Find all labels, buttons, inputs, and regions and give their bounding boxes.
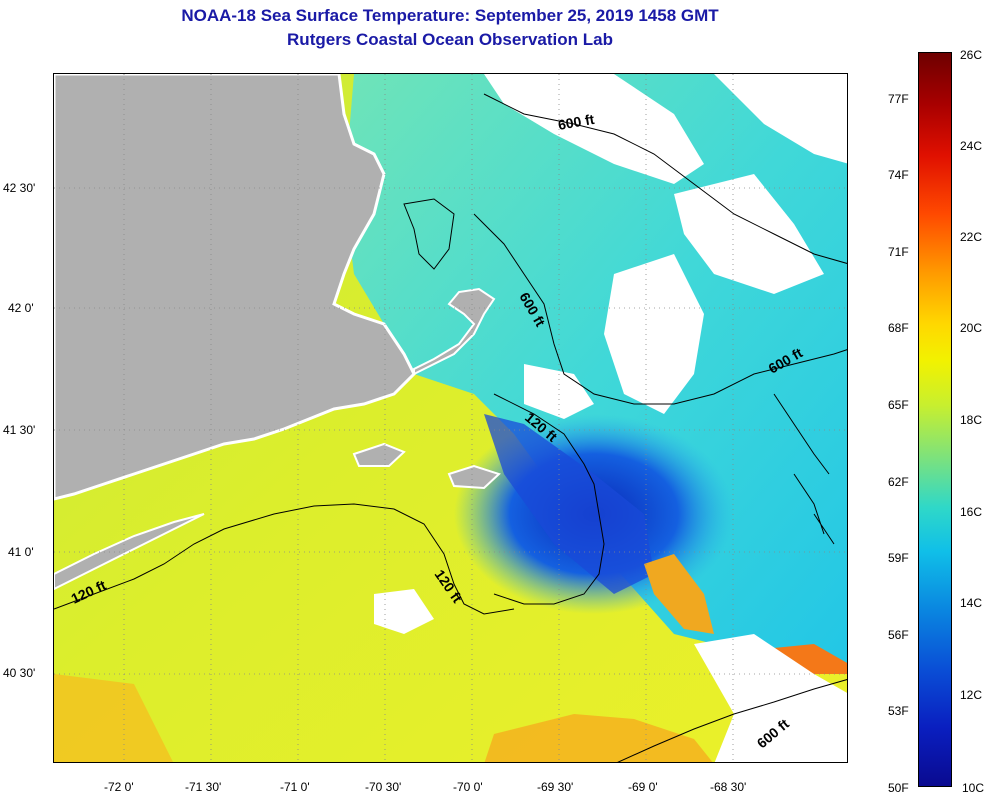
- colorbar-celsius-label: 16C: [960, 505, 983, 519]
- map-subtitle: Rutgers Coastal Ocean Observation Lab: [287, 30, 613, 49]
- x-tick-label: -71 0': [280, 780, 310, 794]
- colorbar-celsius-label: 14C: [960, 596, 983, 610]
- warm-patch-west: [54, 674, 173, 762]
- sst-map-canvas: 600 ft 600 ft 600 ft 120 ft 120 ft 120 f…: [54, 74, 847, 762]
- cloud-patch-shelf: [374, 589, 434, 634]
- contour-600ft-north: [483, 93, 847, 264]
- colorbar-celsius-label: 24C: [960, 139, 983, 153]
- colorbar-fahrenheit-label: 56F: [888, 628, 909, 642]
- cloud-east: [674, 174, 824, 294]
- colorbar-fahrenheit-label: 68F: [888, 321, 909, 335]
- colorbar-fahrenheit-label: 77F: [888, 92, 909, 106]
- land-long-island: [54, 513, 205, 591]
- y-tick-label: 41 0': [8, 545, 34, 559]
- colorbar-celsius-label: 22C: [960, 230, 983, 244]
- map-title: NOAA-18 Sea Surface Temperature: Septemb…: [181, 6, 719, 25]
- cloud-patch-east: [524, 364, 594, 419]
- sst-map: 600 ft 600 ft 600 ft 120 ft 120 ft 120 f…: [53, 73, 848, 763]
- y-tick-label: 40 30': [3, 666, 36, 680]
- graticule: [54, 74, 847, 762]
- colorbar-fahrenheit-label: 53F: [888, 704, 909, 718]
- land-nantucket: [447, 464, 501, 490]
- contour-120ft-shelf: [54, 503, 515, 615]
- colorbar-fahrenheit-label: 71F: [888, 245, 909, 259]
- warm-edge-east: [764, 644, 847, 674]
- colorbar-celsius-label: 18C: [960, 413, 983, 427]
- y-tick-label: 41 30': [3, 423, 36, 437]
- colorbar-celsius-label: 20C: [960, 321, 983, 335]
- x-tick-label: -68 30': [710, 780, 747, 794]
- contour-120ft-shoal: [493, 393, 605, 605]
- x-tick-label: -70 30': [365, 780, 402, 794]
- x-tick-label: -72 0': [104, 780, 134, 794]
- bathymetry-contours: [54, 93, 847, 762]
- colorbar-fahrenheit-label: 74F: [888, 168, 909, 182]
- colorbar-celsius-label: 10C: [962, 781, 985, 795]
- cloud-northeast: [714, 74, 847, 164]
- colorbar-fahrenheit-label: 50F: [888, 781, 909, 795]
- contour-600ft-basin: [473, 213, 847, 405]
- x-tick-label: -69 0': [628, 780, 658, 794]
- land-mainland: [54, 74, 416, 501]
- colorbar-fahrenheit-label: 59F: [888, 551, 909, 565]
- contour-inner-basin: [403, 198, 455, 270]
- colorbar-fahrenheit-label: 65F: [888, 398, 909, 412]
- colorbar-celsius-label: 12C: [960, 688, 983, 702]
- cold-tongue: [484, 414, 654, 594]
- y-tick-label: 42 0': [8, 301, 34, 315]
- land-cape-cod: [413, 287, 496, 376]
- warm-south-water: [484, 714, 713, 762]
- contour-600ft-south: [617, 679, 847, 762]
- land-marthas-vineyard: [352, 442, 406, 467]
- x-tick-label: -71 30': [185, 780, 222, 794]
- x-tick-label: -69 30': [537, 780, 574, 794]
- colorbar-celsius-label: 26C: [960, 48, 983, 62]
- temperature-colorbar: [918, 52, 952, 787]
- y-tick-label: 42 30': [3, 181, 36, 195]
- warm-patch-center: [644, 554, 714, 634]
- colorbar-fahrenheit-label: 62F: [888, 475, 909, 489]
- contour-east-ridges: [773, 393, 835, 545]
- x-tick-label: -70 0': [453, 780, 483, 794]
- cloud-south: [694, 634, 847, 762]
- contour-label: 600 ft: [557, 111, 596, 133]
- cloud-center: [604, 254, 704, 414]
